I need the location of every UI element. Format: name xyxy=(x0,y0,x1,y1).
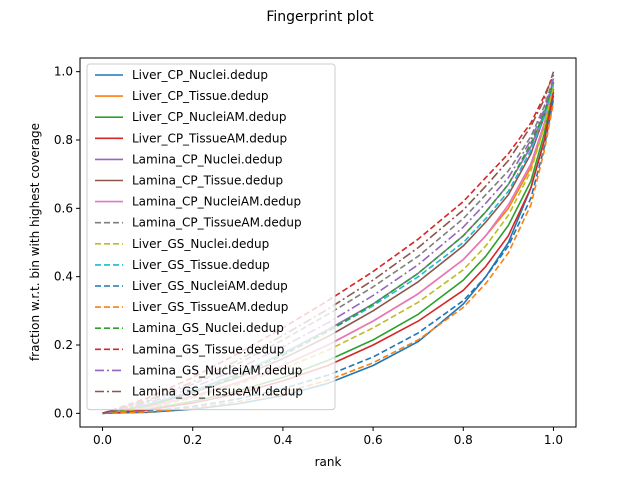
series-line-11 xyxy=(102,98,555,415)
legend-label: Liver_CP_Tissue.dedup xyxy=(132,89,269,103)
y-axis-label: fraction w.r.t. bin with highest coverag… xyxy=(28,123,42,361)
axes xyxy=(79,57,577,428)
x-tick-label: 1.0 xyxy=(544,433,563,447)
x-axis-label: rank xyxy=(315,455,342,469)
legend-label: Lamina_GS_Tissue.dedup xyxy=(132,342,284,356)
legend-label: Lamina_CP_Nuclei.dedup xyxy=(132,152,283,166)
legend-label: Liver_GS_Tissue.dedup xyxy=(132,258,270,272)
legend-label: Lamina_CP_NucleiAM.dedup xyxy=(132,195,301,209)
legend-label: Liver_CP_Nuclei.dedup xyxy=(132,68,268,82)
y-tick-label: 0.6 xyxy=(54,201,73,215)
legend-box xyxy=(86,63,336,411)
series-line-12 xyxy=(102,102,555,415)
legend-label: Lamina_GS_Nuclei.dedup xyxy=(132,321,284,335)
x-tick-label: 0.4 xyxy=(273,433,292,447)
legend: Liver_CP_Nuclei.dedup Liver_CP_Tissue.ded… xyxy=(86,63,336,411)
legend-label: Lamina_CP_TissueAM.dedup xyxy=(132,216,302,230)
legend-label: Liver_GS_TissueAM.dedup xyxy=(132,300,288,314)
legend-label: Lamina_GS_NucleiAM.dedup xyxy=(132,363,302,377)
axes-frame xyxy=(79,57,577,428)
y-tick-label: 0.4 xyxy=(54,270,73,284)
y-axis-ticks: 0.0 0.2 0.4 0.6 0.8 1.0 xyxy=(54,65,80,420)
legend-label: Lamina_GS_TissueAM.dedup xyxy=(132,385,303,399)
legend-label: Liver_GS_Nuclei.dedup xyxy=(132,237,269,251)
x-tick-label: 0.8 xyxy=(454,433,473,447)
y-tick-label: 0.8 xyxy=(54,133,73,147)
x-axis-ticks: 0.0 0.2 0.4 0.6 0.8 1.0 xyxy=(93,427,563,447)
y-tick-label: 0.0 xyxy=(54,406,73,420)
x-tick-label: 0.2 xyxy=(183,433,202,447)
series-line-14 xyxy=(102,74,555,415)
legend-label: Liver_CP_NucleiAM.dedup xyxy=(132,110,287,124)
legend-label: Liver_GS_NucleiAM.dedup xyxy=(132,279,288,293)
x-tick-label: 0.6 xyxy=(364,433,383,447)
y-tick-label: 1.0 xyxy=(54,65,73,79)
chart-title: Fingerprint plot xyxy=(266,9,374,25)
x-tick-label: 0.0 xyxy=(93,433,112,447)
y-tick-label: 0.2 xyxy=(54,338,73,352)
legend-label: Lamina_CP_Tissue.dedup xyxy=(132,174,283,188)
legend-label: Liver_CP_TissueAM.dedup xyxy=(132,131,287,145)
